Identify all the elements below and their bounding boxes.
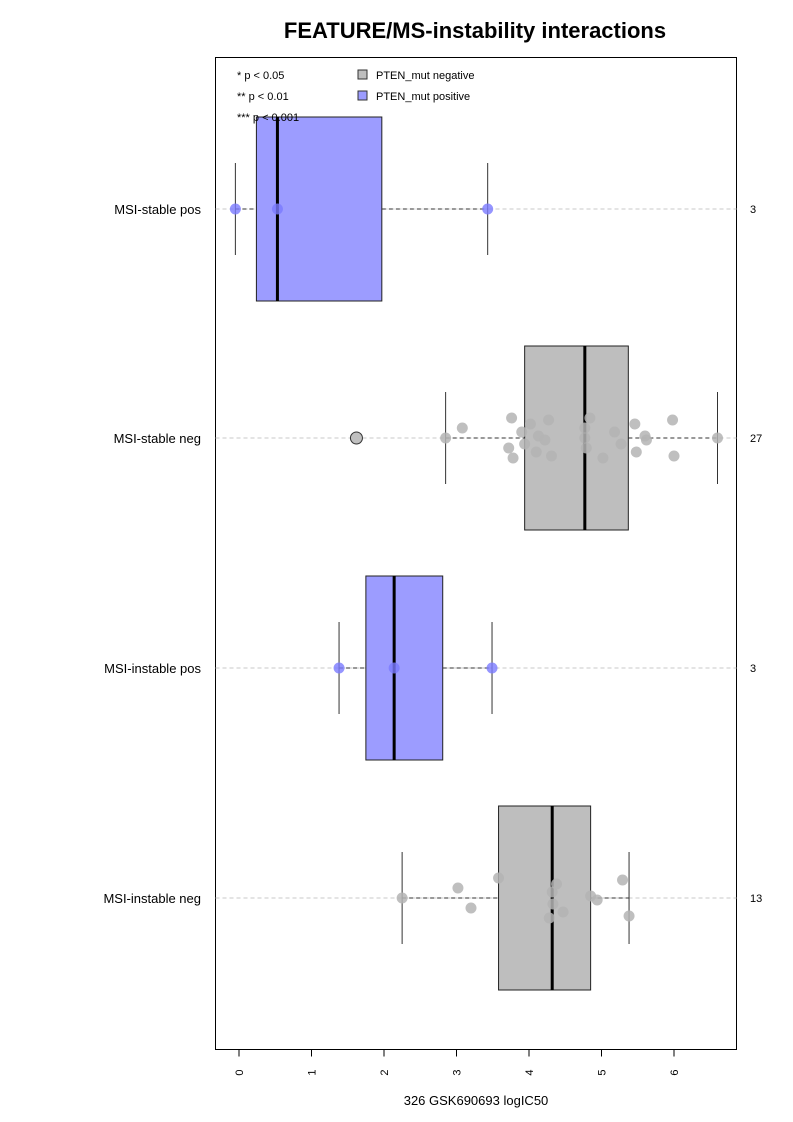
group-label: MSI-stable pos [114, 202, 201, 217]
data-points [229, 203, 723, 924]
outlier-point [349, 431, 363, 445]
data-point [591, 894, 603, 906]
data-point [486, 662, 498, 674]
legend-label: PTEN_mut negative [376, 70, 474, 82]
data-point [557, 906, 569, 918]
x-axis: 0 1 2 3 4 5 6 [234, 1049, 681, 1076]
legend-swatch [357, 90, 368, 101]
box [498, 805, 592, 991]
x-axis-label: 326 GSK690693 logIC50 [404, 1093, 549, 1108]
x-tick-label: 3 [452, 1069, 464, 1075]
data-point [579, 432, 591, 444]
data-point [667, 414, 679, 426]
x-tick-label: 2 [379, 1069, 391, 1075]
x-tick-label: 5 [597, 1069, 609, 1075]
data-point [609, 426, 621, 438]
legend-label: PTEN_mut positive [376, 91, 470, 103]
data-point [584, 412, 596, 424]
data-point [506, 412, 518, 424]
data-point [543, 912, 555, 924]
data-point [271, 203, 283, 215]
x-tick-label: 0 [234, 1069, 246, 1075]
data-point [630, 446, 642, 458]
x-tick-label: 4 [524, 1069, 536, 1075]
data-point [440, 432, 452, 444]
data-point [580, 442, 592, 454]
grid-lines [215, 208, 737, 899]
legend: * p < 0.05 ** p < 0.01 *** p < 0.001 PTEN_m… [237, 69, 474, 124]
data-point [597, 452, 609, 464]
significance-note: * p < 0.05 [237, 70, 284, 82]
data-point [482, 203, 494, 215]
data-point [623, 910, 635, 922]
group-labels: MSI-stable pos 3 MSI-stable neg 27 MSI-insta… [103, 202, 762, 906]
data-point [493, 872, 505, 884]
group-label: MSI-stable neg [114, 431, 201, 446]
data-point [396, 892, 408, 904]
data-point [333, 662, 345, 674]
legend-swatch [357, 69, 368, 80]
box [365, 575, 444, 761]
data-point [503, 442, 515, 454]
data-point [545, 450, 557, 462]
group-count: 3 [750, 204, 756, 216]
data-point [524, 418, 536, 430]
data-point [516, 426, 528, 438]
boxes [234, 116, 718, 991]
group-label: MSI-instable pos [104, 661, 201, 676]
data-point [668, 450, 680, 462]
data-point [640, 434, 652, 446]
x-tick-label: 1 [307, 1069, 319, 1075]
group-count: 13 [750, 893, 762, 905]
data-point [551, 878, 563, 890]
chart-title: FEATURE/MS-instability interactions [284, 18, 666, 43]
data-point [539, 434, 551, 446]
data-point [388, 662, 400, 674]
data-point [229, 203, 241, 215]
data-point [456, 422, 468, 434]
data-point [465, 902, 477, 914]
data-point [547, 898, 559, 910]
group-count: 3 [750, 663, 756, 675]
data-point [712, 432, 723, 444]
data-point [615, 438, 627, 450]
data-point [617, 874, 629, 886]
data-point [543, 414, 555, 426]
data-point [519, 438, 531, 450]
significance-note: ** p < 0.01 [237, 91, 289, 103]
group-label: MSI-instable neg [103, 891, 201, 906]
significance-note: *** p < 0.001 [237, 112, 299, 124]
group-count: 27 [750, 433, 762, 445]
data-point [507, 452, 519, 464]
data-point [629, 418, 641, 430]
x-tick-label: 6 [669, 1069, 681, 1075]
data-point [452, 882, 464, 894]
data-point [530, 446, 542, 458]
data-point [579, 422, 591, 434]
